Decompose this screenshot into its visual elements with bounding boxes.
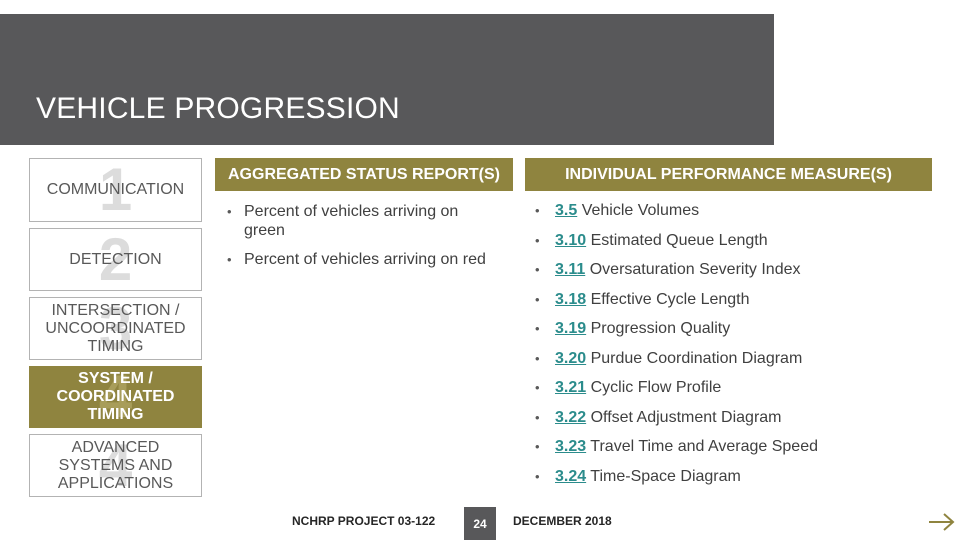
category-label: COMMUNICATION [46,181,185,198]
measure-label: Cyclic Flow Profile [590,379,722,396]
measure-label: Effective Cycle Length [590,290,750,308]
measure-link[interactable]: 3.18 [555,290,587,308]
list-item: 3.10 Estimated Queue Length [535,231,935,261]
list-item: Percent of vehicles arriving on red [225,250,495,269]
measure-link[interactable]: 3.22 [555,408,587,426]
category-detection[interactable]: 2 DETECTION [29,228,202,291]
measure-link[interactable]: 3.20 [555,349,587,367]
category-number: 4 [98,366,133,428]
category-communication[interactable]: 1 COMMUNICATION [29,158,202,222]
list-item: 3.19 Progression Quality [535,319,935,349]
measure-link[interactable]: 3.24 [555,467,587,485]
list-item: 3.24 Time-Space Diagram [535,467,935,497]
individual-list: 3.5 Vehicle Volumes 3.10 Estimated Queue… [535,201,935,496]
measure-label: Oversaturation Severity Index [589,261,801,278]
arrow-right-icon[interactable] [928,512,956,532]
list-item: 3.22 Offset Adjustment Diagram [535,408,935,438]
measure-link[interactable]: 3.11 [555,261,586,278]
category-system-timing[interactable]: 4 SYSTEM / COORDINATED TIMING [29,366,202,428]
list-item: 3.20 Purdue Coordination Diagram [535,349,935,379]
measure-label: Travel Time and Average Speed [590,438,818,455]
category-number: 3 [98,297,133,360]
measure-link[interactable]: 3.5 [555,202,578,219]
list-item: 3.23 Travel Time and Average Speed [535,437,935,467]
category-advanced-systems[interactable]: 4 ADVANCED SYSTEMS AND APPLICATIONS [29,434,202,497]
category-number: 1 [98,158,133,222]
footer-date: DECEMBER 2018 [513,514,612,528]
category-number: 4 [98,434,133,497]
aggregated-header: AGGREGATED STATUS REPORT(S) [215,158,513,191]
page-number: 24 [464,507,496,540]
list-item: 3.21 Cyclic Flow Profile [535,378,935,408]
list-item: 3.18 Effective Cycle Length [535,290,935,320]
category-intersection-timing[interactable]: 3 INTERSECTION / UNCOORDINATED TIMING [29,297,202,360]
list-item: Percent of vehicles arriving on green [225,202,495,240]
measure-label: Offset Adjustment Diagram [590,408,782,426]
measure-label: Vehicle Volumes [581,202,700,219]
list-item: 3.5 Vehicle Volumes [535,201,935,231]
page-title: VEHICLE PROGRESSION [36,92,400,125]
measure-link[interactable]: 3.10 [555,231,587,249]
category-label: DETECTION [69,250,162,268]
category-label: ADVANCED SYSTEMS AND APPLICATIONS [57,438,174,492]
category-label: SYSTEM / COORDINATED TIMING [56,370,175,423]
measure-link[interactable]: 3.21 [555,379,587,396]
measure-link[interactable]: 3.19 [555,320,587,337]
category-label: INTERSECTION / UNCOORDINATED TIMING [45,301,186,355]
measure-label: Purdue Coordination Diagram [590,349,803,367]
header-banner: VEHICLE PROGRESSION [0,14,774,145]
category-number: 2 [98,228,133,291]
aggregated-list: Percent of vehicles arriving on green Pe… [225,202,495,279]
measure-label: Estimated Queue Length [590,231,768,249]
measure-label: Progression Quality [590,320,731,337]
individual-header: INDIVIDUAL PERFORMANCE MEASURE(S) [525,158,932,191]
measure-link[interactable]: 3.23 [555,438,587,455]
footer-project: NCHRP PROJECT 03-122 [292,514,436,528]
measure-label: Time-Space Diagram [590,467,741,485]
list-item: 3.11 Oversaturation Severity Index [535,260,935,290]
